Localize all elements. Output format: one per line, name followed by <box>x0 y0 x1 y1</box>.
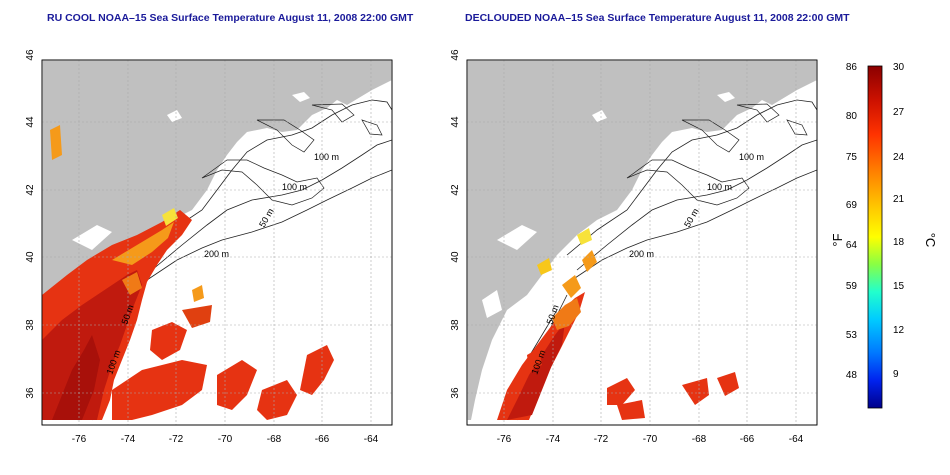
lon-tick: -68 <box>267 434 282 445</box>
lon-tick: -68 <box>692 434 707 445</box>
right-map-title: DECLOUDED NOAA–15 Sea Surface Temperatur… <box>465 12 850 24</box>
fahrenheit-tick: 80 <box>846 111 858 122</box>
left-map-axes: -76 -74 -72 -70 -68 -66 -64 36 38 40 42 … <box>25 49 379 445</box>
celsius-tick: 18 <box>893 237 905 248</box>
colorbar: 86 80 75 69 64 59 53 48 30 27 24 21 18 1… <box>830 62 938 409</box>
contour-label: 100 m <box>707 182 732 192</box>
lat-tick: 46 <box>25 49 36 61</box>
lon-tick: -74 <box>546 434 561 445</box>
celsius-tick: 9 <box>893 369 899 380</box>
celsius-tick: 12 <box>893 325 905 336</box>
lon-tick: -64 <box>364 434 379 445</box>
lat-tick: 40 <box>450 251 461 263</box>
fahrenheit-unit: °F <box>830 233 845 246</box>
right-map-axes: -76 -74 -72 -70 -68 -66 -64 36 38 40 42 … <box>450 49 804 445</box>
lat-tick: 38 <box>25 319 36 331</box>
fahrenheit-tick: 64 <box>846 240 858 251</box>
lat-tick: 42 <box>25 184 36 196</box>
lon-tick: -74 <box>121 434 136 445</box>
lat-tick: 36 <box>25 387 36 399</box>
celsius-tick: 15 <box>893 281 905 292</box>
colorbar-gradient <box>867 65 883 409</box>
lat-tick: 40 <box>25 251 36 263</box>
celsius-tick: 21 <box>893 194 905 205</box>
contour-label: 100 m <box>282 182 307 192</box>
contour-label: 100 m <box>314 152 339 162</box>
fahrenheit-tick: 86 <box>846 62 858 73</box>
lat-tick: 38 <box>450 319 461 331</box>
celsius-unit: °C <box>923 233 938 248</box>
lon-tick: -66 <box>315 434 330 445</box>
fahrenheit-tick: 69 <box>846 200 858 211</box>
lon-tick: -76 <box>72 434 87 445</box>
fahrenheit-tick: 75 <box>846 152 858 163</box>
lon-tick: -72 <box>594 434 609 445</box>
left-map-title: RU COOL NOAA–15 Sea Surface Temperature … <box>47 12 414 24</box>
lat-tick: 46 <box>450 49 461 61</box>
lon-tick: -66 <box>740 434 755 445</box>
lon-tick: -64 <box>789 434 804 445</box>
fahrenheit-tick: 48 <box>846 370 858 381</box>
fahrenheit-tick: 53 <box>846 330 858 341</box>
contour-label: 100 m <box>739 152 764 162</box>
left-map: 100 m 100 m 50 m 200 m 50 m 100 m <box>41 59 393 426</box>
contour-label: 200 m <box>629 249 654 259</box>
lon-tick: -70 <box>218 434 233 445</box>
lat-tick: 44 <box>25 116 36 128</box>
fahrenheit-tick: 59 <box>846 281 858 292</box>
celsius-tick: 30 <box>893 62 905 73</box>
lon-tick: -72 <box>169 434 184 445</box>
lat-tick: 36 <box>450 387 461 399</box>
lat-tick: 44 <box>450 116 461 128</box>
celsius-tick: 27 <box>893 107 905 118</box>
contour-label: 200 m <box>204 249 229 259</box>
celsius-tick: 24 <box>893 152 905 163</box>
right-map: 100 m 100 m 50 m 200 m 50 m 100 m <box>466 59 818 426</box>
lat-tick: 42 <box>450 184 461 196</box>
lon-tick: -76 <box>497 434 512 445</box>
lon-tick: -70 <box>643 434 658 445</box>
